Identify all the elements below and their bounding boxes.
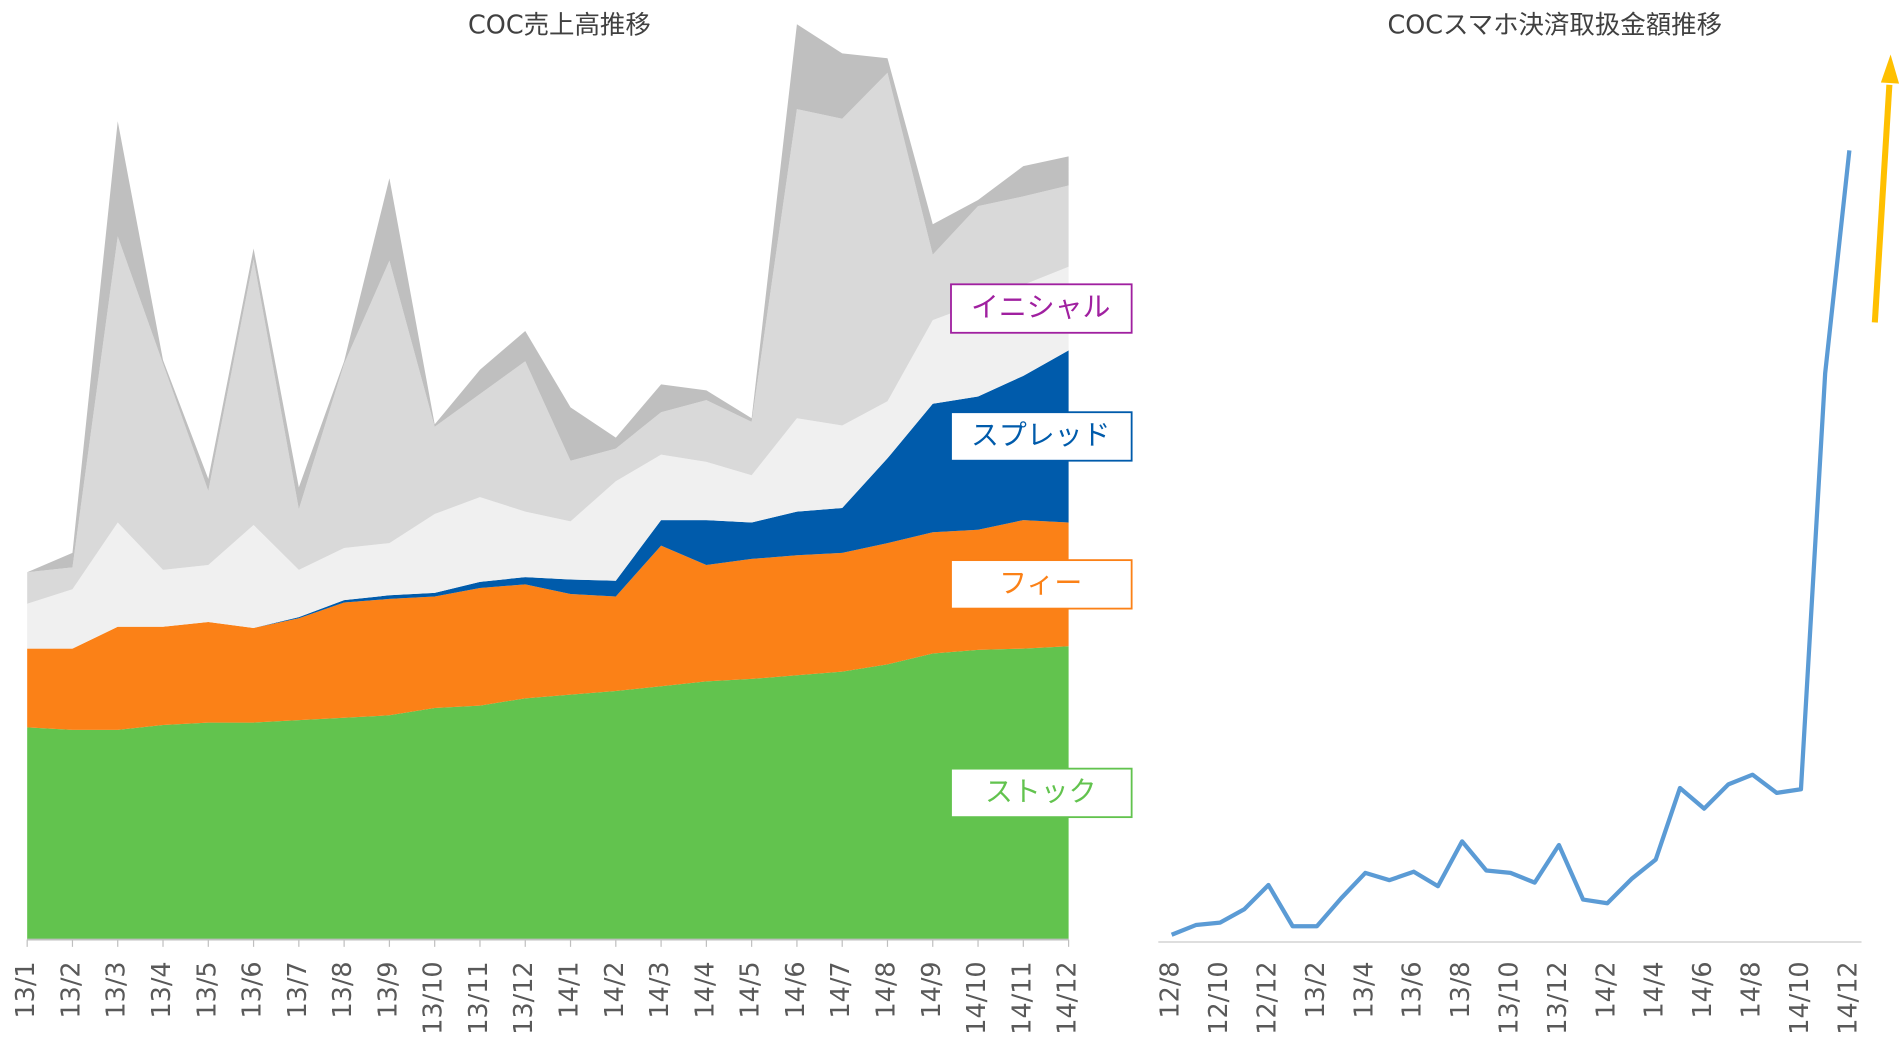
x-tick-label: 13/5 <box>192 961 222 1018</box>
growth-arrow <box>1871 54 1900 323</box>
x-tick-label: 13/10 <box>1495 961 1525 1034</box>
label-box <box>950 559 1133 610</box>
arrow-shaft <box>1871 84 1893 323</box>
x-tick-label: 13/1 <box>11 961 41 1018</box>
x-tick-label: 12/12 <box>1252 961 1282 1034</box>
x-tick-label: 14/4 <box>1640 961 1670 1018</box>
x-tick-label: 13/12 <box>509 961 539 1034</box>
x-tick-label: 13/8 <box>1446 961 1476 1018</box>
x-tick-label: 14/3 <box>645 961 675 1018</box>
x-tick-label: 14/1 <box>555 961 585 1018</box>
area <box>27 520 1069 730</box>
arrow-head <box>1880 54 1900 84</box>
x-tick-label: 14/10 <box>962 961 992 1034</box>
area <box>27 24 1069 573</box>
x-tick-label: 14/10 <box>1785 961 1815 1034</box>
x-tick-label: 14/2 <box>1591 961 1621 1018</box>
x-tick-label: 14/8 <box>871 961 901 1018</box>
x-tick-label: 14/2 <box>600 961 630 1018</box>
line <box>1170 150 1852 937</box>
x-tick-label: 13/2 <box>1301 961 1331 1018</box>
x-tick-label: 14/5 <box>736 961 766 1018</box>
x-tick-label: 13/9 <box>373 961 403 1018</box>
x-tick-label: 12/10 <box>1204 961 1234 1034</box>
x-tick-label: 14/12 <box>1833 961 1863 1034</box>
x-tick-label: 14/11 <box>1007 961 1037 1034</box>
x-tick-label: 14/7 <box>826 961 856 1018</box>
series-label: イニシャル <box>971 291 1110 324</box>
x-tick-label: 13/3 <box>102 961 132 1018</box>
x-tick-label: 14/8 <box>1737 961 1767 1018</box>
x-tick-label: 14/6 <box>781 961 811 1018</box>
label-box <box>950 411 1133 462</box>
x-tick-label: 13/7 <box>283 961 313 1018</box>
x-tick-label: 14/9 <box>917 961 947 1018</box>
series-label: スプレッド <box>971 418 1110 451</box>
series-label: ストック <box>985 775 1097 808</box>
x-tick-label: 14/4 <box>690 961 720 1018</box>
x-tick-label: 13/6 <box>238 961 268 1018</box>
x-tick-label: 13/2 <box>56 961 86 1018</box>
area <box>27 350 1069 649</box>
chart-title: COCスマホ決済取扱金額推移 <box>1387 11 1722 41</box>
x-tick-label: 13/4 <box>147 961 177 1018</box>
x-tick-label: 14/6 <box>1688 961 1718 1018</box>
x-tick-label: 13/12 <box>1543 961 1573 1034</box>
area <box>27 266 1069 649</box>
x-tick-label: 13/11 <box>464 961 494 1034</box>
chart-title: COC売上高推移 <box>468 11 651 41</box>
label-box <box>950 767 1133 819</box>
x-tick-label: 13/4 <box>1349 961 1379 1018</box>
area <box>27 646 1069 940</box>
label-box <box>950 283 1133 334</box>
series-label: フィー <box>999 566 1082 599</box>
x-tick-label: 12/8 <box>1156 961 1186 1018</box>
area <box>27 72 1069 604</box>
x-tick-label: 13/8 <box>328 961 358 1018</box>
x-tick-label: 14/12 <box>1053 961 1083 1034</box>
x-tick-label: 13/6 <box>1398 961 1428 1018</box>
x-tick-label: 13/10 <box>419 961 449 1034</box>
